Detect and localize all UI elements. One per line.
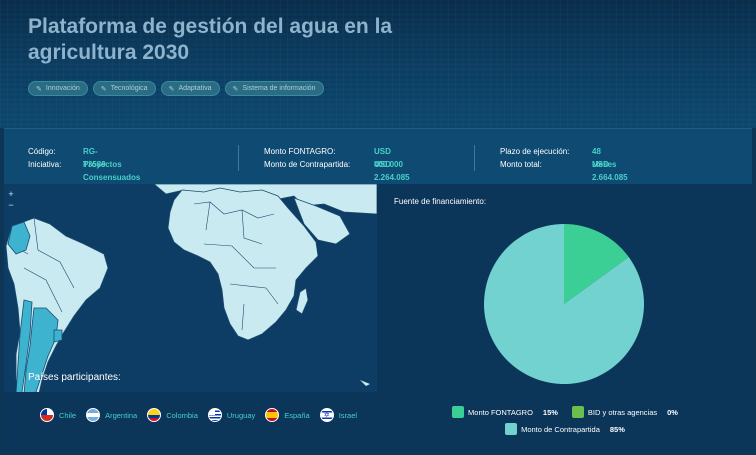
funding-pie-chart: [484, 224, 644, 384]
project-info-bar: Código: RG-T3589 Iniciativa: Proyectos Con…: [4, 128, 752, 184]
legend-item-contrapartida[interactable]: Monto de Contrapartida 85%: [505, 423, 625, 435]
arabia-landmass: [293, 197, 351, 245]
info-row-total: Monto total: USD 2.664.085: [500, 158, 628, 182]
madagascar-landmass: [295, 287, 309, 315]
initiative-label: Iniciativa:: [28, 160, 62, 169]
country-uruguay[interactable]: Uruguay: [207, 408, 256, 422]
country-colombia[interactable]: Colombia: [147, 408, 198, 422]
africa-landmass: [167, 187, 319, 341]
info-row-term: Plazo de ejecución: 48 Meses: [500, 145, 616, 169]
fontagro-amount-value: USD 400.000: [374, 147, 403, 169]
tag-label: Sistema de información: [242, 85, 316, 92]
chile-flag-icon: [40, 408, 54, 422]
spain-flag-icon: [265, 408, 280, 422]
total-value: USD 2.664.085: [592, 160, 628, 182]
initiative-value: Proyectos Consensuados: [83, 160, 141, 182]
countries-map-panel: + − Países participantes: Chile Argentin…: [4, 184, 377, 452]
country-israel[interactable]: ✡ Israel: [319, 408, 358, 422]
tag-icon: ✎: [100, 85, 107, 93]
colombia-region[interactable]: [7, 221, 31, 255]
legend-label: BID y otras agencias: [587, 407, 658, 417]
argentina-flag-icon: [86, 408, 101, 422]
tag-icon: ✎: [232, 85, 239, 93]
country-chile[interactable]: Chile: [40, 408, 76, 422]
legend-swatch: [452, 406, 465, 418]
info-column-amounts: Monto FONTAGRO: USD 400.000 Monto de Cont…: [264, 145, 410, 182]
country-name: Chile: [59, 410, 77, 420]
total-label: Monto total:: [500, 160, 542, 169]
map-zoom-controls: + −: [6, 190, 16, 212]
term-value: 48 Meses: [592, 147, 617, 169]
legend-percent: 15%: [542, 407, 558, 417]
funding-panel: Fuente de financiamiento: Monto FONTAGRO…: [378, 184, 752, 452]
tag-tecnologica[interactable]: ✎ Tecnológica: [92, 81, 156, 96]
zoom-out-button[interactable]: −: [8, 200, 14, 210]
info-row-fontagro: Monto FONTAGRO: USD 400.000: [264, 145, 403, 169]
page-title: Plataforma de gestión del agua en la agr…: [28, 15, 393, 64]
tag-list: ✎ Innovación ✎ Tecnológica ✎ Adaptativa ✎ Si…: [28, 81, 324, 96]
code-value: RG-T3589: [83, 147, 106, 169]
country-name: Israel: [338, 410, 358, 420]
legend-item-bid[interactable]: BID y otras agencias 0%: [571, 406, 678, 418]
tag-label: Tecnológica: [110, 85, 148, 92]
pie-slice-monto-de-contrapartida[interactable]: [484, 224, 644, 384]
country-list: Chile Argentina Colombia Uruguay España …: [40, 408, 357, 422]
legend-label: Monto de Contrapartida: [521, 424, 600, 434]
tag-icon: ✎: [36, 85, 42, 93]
fontagro-amount-label: Monto FONTAGRO:: [264, 147, 336, 156]
info-column-term: Plazo de ejecución: 48 Meses Monto total:…: [500, 145, 628, 182]
countries-label: Países participantes:: [28, 372, 121, 383]
israel-flag-icon: ✡: [319, 408, 334, 422]
country-name: España: [284, 410, 310, 420]
tag-label: Adaptativa: [178, 85, 212, 92]
info-row-code: Código: RG-T3589: [28, 145, 106, 169]
argentina-region[interactable]: [23, 307, 59, 395]
country-name: Colombia: [166, 410, 198, 420]
funding-label: Fuente de financiamiento:: [394, 197, 487, 206]
country-name: Uruguay: [226, 410, 256, 420]
tag-sistema-informacion[interactable]: ✎ Sistema de información: [224, 81, 324, 96]
counterpart-amount-label: Monto de Contrapartida:: [264, 160, 351, 169]
legend-row: Monto de Contrapartida 85%: [378, 423, 752, 435]
island-landmass: [360, 380, 370, 386]
tag-icon: ✎: [168, 85, 175, 93]
uruguay-flag-icon: [207, 408, 222, 422]
term-label: Plazo de ejecución:: [500, 147, 570, 156]
legend-label: Monto FONTAGRO: [468, 407, 533, 417]
tag-adaptativa[interactable]: ✎ Adaptativa: [160, 81, 220, 96]
pie-slice-monto-fontagro[interactable]: [564, 224, 629, 304]
colombia-flag-icon: [147, 408, 162, 422]
tag-innovacion[interactable]: ✎ Innovación: [28, 81, 88, 96]
country-name: Argentina: [105, 410, 138, 420]
country-argentina[interactable]: Argentina: [86, 408, 137, 422]
project-header: Plataforma de gestión del agua en la agr…: [0, 0, 756, 128]
legend-swatch: [505, 423, 518, 435]
divider: [474, 145, 475, 171]
info-row-initiative: Iniciativa: Proyectos Consensuados: [28, 158, 140, 182]
legend-percent: 85%: [609, 424, 625, 434]
legend-item-fontagro[interactable]: Monto FONTAGRO 15%: [452, 406, 558, 418]
code-label: Código:: [28, 147, 56, 156]
countries-strip: [4, 392, 377, 452]
divider: [238, 145, 239, 171]
country-spain[interactable]: España: [265, 408, 310, 422]
africa-borders: [193, 201, 279, 331]
legend-swatch: [571, 406, 584, 418]
legend-row: Monto FONTAGRO 15% BID y otras agencias …: [378, 406, 752, 418]
info-column-code: Código: RG-T3589 Iniciativa: Proyectos Con…: [28, 145, 140, 182]
zoom-in-button[interactable]: +: [8, 189, 14, 199]
legend-percent: 0%: [667, 407, 678, 417]
counterpart-amount-value: USD 2.264.085: [374, 160, 410, 182]
funding-legend: Monto FONTAGRO 15% BID y otras agencias …: [378, 406, 752, 440]
info-row-counterpart: Monto de Contrapartida: USD 2.264.085: [264, 158, 410, 182]
uruguay-region[interactable]: [53, 329, 63, 343]
tag-label: Innovación: [45, 85, 80, 92]
